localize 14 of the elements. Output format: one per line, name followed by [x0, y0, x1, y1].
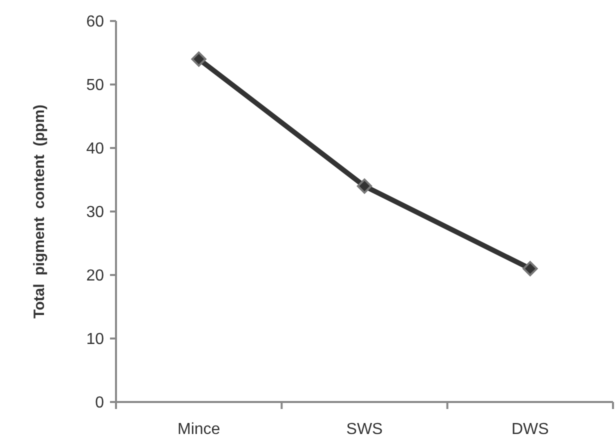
x-tick-label: Mince: [177, 421, 220, 438]
x-tick-label: SWS: [346, 421, 383, 438]
point: [522, 261, 538, 276]
y-tick-label: 10: [86, 331, 104, 348]
y-tick-label: 0: [95, 394, 104, 412]
y-tick-label: 40: [86, 140, 104, 158]
y-tick-label: 30: [86, 204, 104, 222]
point: [356, 178, 372, 194]
y-tick-label: 60: [86, 14, 104, 31]
point: [191, 52, 206, 67]
y-tick-label: 20: [86, 268, 104, 285]
y-tick-label: 50: [86, 77, 104, 94]
y-axis-title: Total pigment content (ppm): [31, 104, 48, 318]
x-tick-label: DWS: [512, 421, 549, 438]
